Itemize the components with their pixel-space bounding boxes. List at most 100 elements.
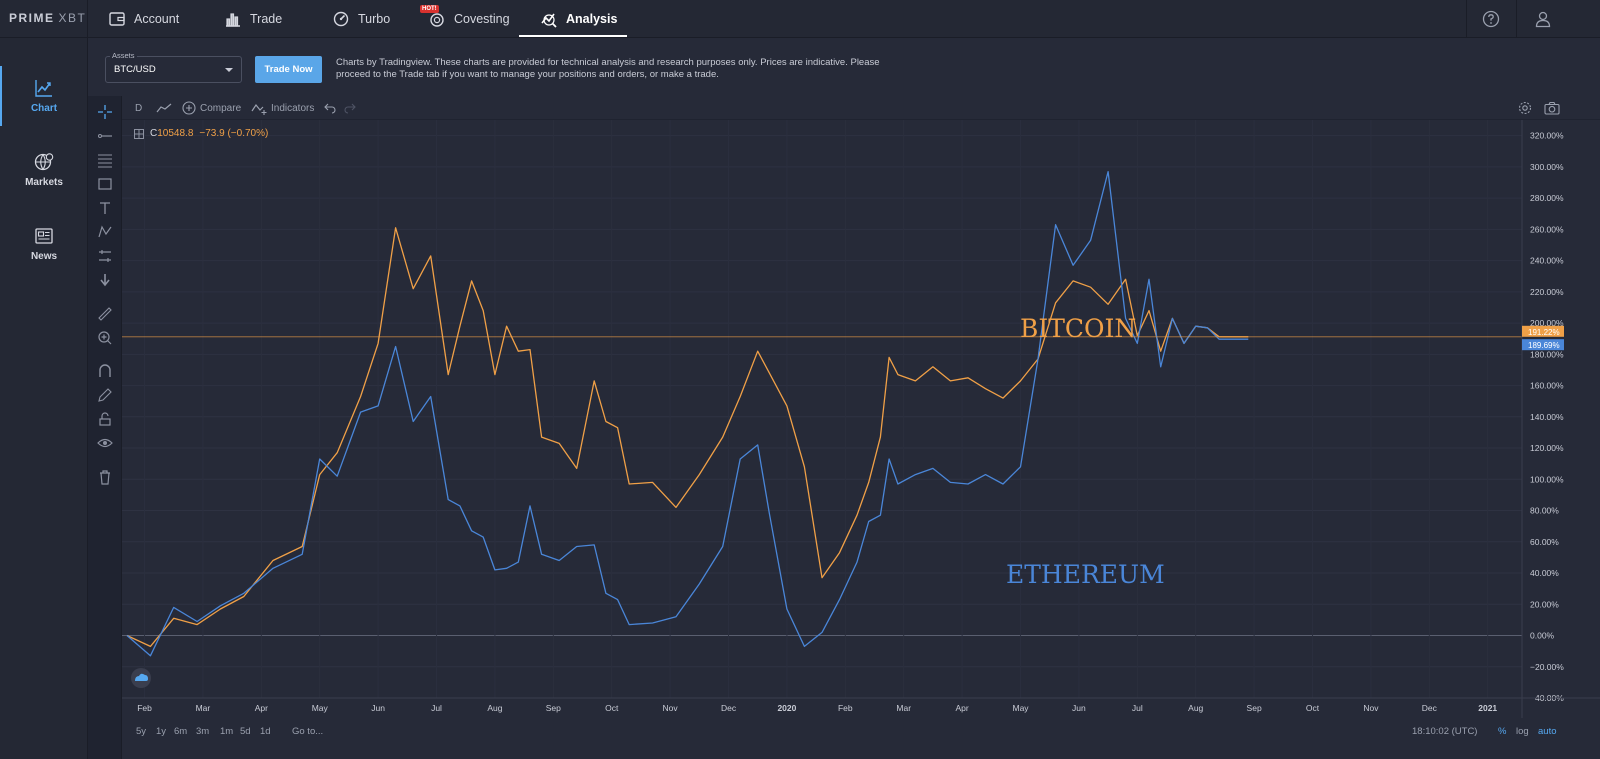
y-tick-label: 100.00% — [1530, 474, 1564, 484]
goto-button[interactable]: Go to... — [292, 726, 324, 737]
nav-account[interactable]: Account — [108, 0, 179, 37]
log-toggle[interactable]: log — [1516, 726, 1529, 737]
redo-icon — [344, 103, 356, 114]
x-tick-label: Sep — [546, 703, 561, 713]
chart-axes: 320.00% 300.00% 280.00% 260.00% 240.00% 220.0… — [122, 120, 1600, 718]
x-tick-label: Dec — [721, 703, 737, 713]
text-tool[interactable] — [95, 198, 115, 218]
chart-style-button[interactable] — [156, 96, 172, 120]
x-tick-label: 2021 — [1478, 703, 1497, 713]
undo-button[interactable] — [324, 96, 336, 120]
measure-tool[interactable] — [95, 304, 115, 324]
bitcoin-series-line — [126, 227, 1249, 648]
lock-tool[interactable] — [95, 409, 115, 429]
sidebar-item-markets[interactable]: Markets — [0, 152, 88, 188]
assets-select[interactable]: BTC/USD — [105, 56, 242, 83]
compare-button[interactable]: Compare — [182, 96, 241, 120]
undo-icon — [324, 103, 336, 114]
legend-change: −73.9 (−0.70%) — [199, 128, 269, 139]
sidebar-item-label: Markets — [25, 177, 63, 188]
nav-separator — [87, 0, 88, 37]
rectangle-icon — [98, 178, 112, 190]
nav-trade[interactable]: Trade — [224, 0, 282, 37]
ethereum-annotation: ETHEREUM — [1006, 560, 1165, 589]
y-tick-label: 60.00% — [1530, 537, 1559, 547]
nav-covesting[interactable]: Covesting — [428, 0, 510, 37]
help-button[interactable] — [1472, 0, 1510, 37]
x-tick-label: Jun — [371, 703, 385, 713]
y-tick-label: 140.00% — [1530, 412, 1564, 422]
x-tick-label: Oct — [605, 703, 619, 713]
trend-line-icon — [98, 134, 112, 138]
rectangle-tool[interactable] — [95, 174, 115, 194]
trend-line-tool[interactable] — [95, 126, 115, 146]
bar-chart-icon — [226, 12, 240, 27]
range-1d[interactable]: 1d — [260, 726, 271, 737]
y-tick-label: −20.00% — [1530, 662, 1564, 672]
x-tick-label: Sep — [1247, 703, 1262, 713]
bitcoin-price-tag: 191.22% — [1528, 328, 1560, 337]
draw-lock-tool[interactable] — [95, 385, 115, 405]
wallet-icon — [109, 11, 125, 26]
range-6m[interactable]: 6m — [174, 726, 188, 737]
auto-toggle[interactable]: auto — [1538, 726, 1557, 737]
user-icon — [1535, 11, 1551, 27]
y-tick-label: 180.00% — [1530, 349, 1564, 359]
prediction-icon — [99, 250, 111, 262]
indicators-label: Indicators — [271, 102, 315, 114]
chart-icon — [35, 80, 52, 97]
line-style-icon — [156, 103, 172, 113]
percent-toggle[interactable]: % — [1498, 726, 1507, 737]
indicators-button[interactable]: Indicators — [251, 96, 314, 120]
expand-icon[interactable] — [134, 128, 144, 139]
x-tick-label: Nov — [1363, 703, 1379, 713]
delete-tool[interactable] — [95, 467, 115, 487]
x-tick-label: Apr — [255, 703, 268, 713]
x-tick-label: Mar — [896, 703, 911, 713]
chart-area[interactable]: 320.00% 300.00% 280.00% 260.00% 240.00% 220.0… — [122, 120, 1600, 718]
y-tick-label: 200.00% — [1530, 318, 1564, 328]
nav-turbo-label: Turbo — [358, 11, 391, 26]
sidebar-item-chart[interactable]: Chart — [0, 78, 88, 114]
zoom-in-icon — [98, 331, 112, 345]
utc-clock[interactable]: 18:10:02 (UTC) — [1412, 726, 1478, 737]
pattern-tool[interactable] — [95, 222, 115, 242]
y-tick-label: 160.00% — [1530, 381, 1564, 391]
fib-tool[interactable] — [95, 150, 115, 170]
x-tick-label: May — [312, 703, 329, 713]
nav-turbo[interactable]: Turbo — [332, 0, 390, 37]
range-3m[interactable]: 3m — [196, 726, 210, 737]
chart-grid — [122, 120, 1522, 699]
cloud-icon[interactable] — [131, 668, 151, 688]
y-tick-label: 280.00% — [1530, 193, 1564, 203]
redo-button[interactable] — [344, 96, 356, 120]
covesting-icon — [430, 12, 444, 27]
zoom-tool[interactable] — [95, 328, 115, 348]
arrow-tool[interactable] — [95, 270, 115, 290]
trade-now-button[interactable]: Trade Now — [255, 56, 322, 83]
magnet-tool[interactable] — [95, 361, 115, 381]
range-1y[interactable]: 1y — [156, 726, 167, 737]
range-5d[interactable]: 5d — [240, 726, 251, 737]
sidebar-item-news[interactable]: News — [0, 226, 88, 262]
visibility-tool[interactable] — [95, 433, 115, 453]
pattern-icon — [98, 225, 112, 238]
range-1m[interactable]: 1m — [220, 726, 234, 737]
crosshair-tool[interactable] — [95, 102, 115, 122]
interval-button[interactable]: D — [135, 102, 143, 114]
y-tick-label: 120.00% — [1530, 443, 1564, 453]
nav-covesting-label: Covesting — [454, 11, 510, 26]
nav-trade-label: Trade — [250, 11, 283, 26]
nav-separator — [1466, 0, 1467, 37]
ethereum-series-line — [126, 170, 1249, 657]
chart-settings-button[interactable] — [1518, 96, 1532, 120]
chart-svg[interactable]: 320.00% 300.00% 280.00% 260.00% 240.00% 220.0… — [122, 120, 1600, 718]
x-tick-label: Mar — [196, 703, 211, 713]
nav-analysis[interactable]: Analysis — [540, 0, 617, 37]
range-5y[interactable]: 5y — [136, 726, 147, 737]
prediction-tool[interactable] — [95, 246, 115, 266]
chart-bottom-bar: 5y 1y 6m 3m 1m 5d 1d Go to... 18:10:02 (… — [122, 718, 1600, 759]
brand-logo[interactable]: PRIME XBT — [9, 11, 86, 25]
snapshot-button[interactable] — [1544, 96, 1560, 120]
user-button[interactable] — [1524, 0, 1562, 37]
